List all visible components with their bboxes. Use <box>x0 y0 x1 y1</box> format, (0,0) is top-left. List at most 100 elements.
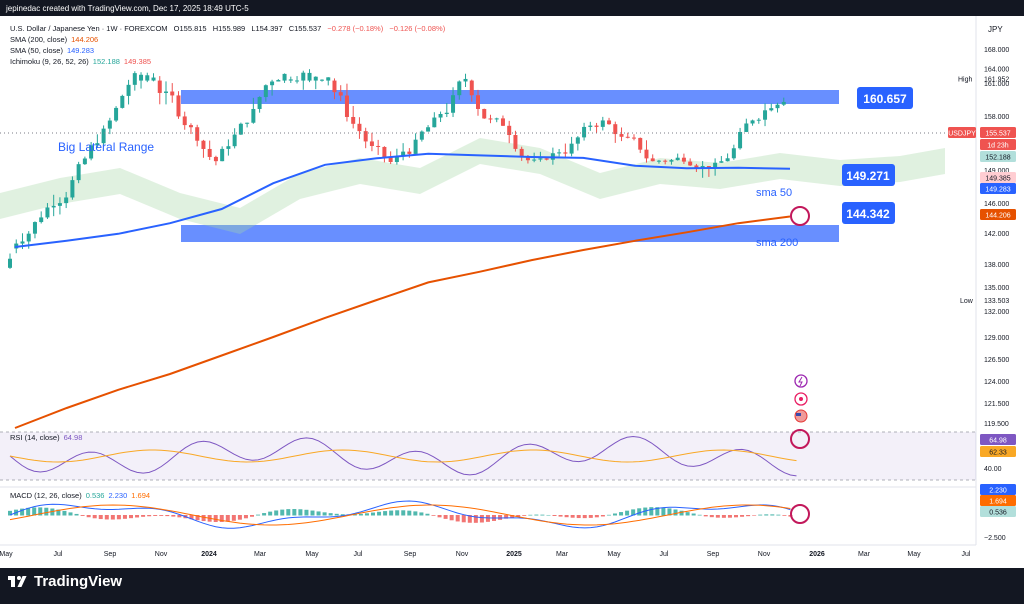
candle-body <box>669 160 674 162</box>
signal-line <box>9 504 791 526</box>
macd-bar <box>594 515 599 518</box>
macd-bar <box>510 515 515 518</box>
macd-bar <box>746 515 751 517</box>
top-level-badge[interactable] <box>857 87 913 109</box>
rsi-ma-line <box>9 449 797 463</box>
macd-bar <box>159 515 164 516</box>
candle-body <box>89 145 94 159</box>
macd-bar <box>758 514 763 516</box>
macd-bar <box>540 514 545 516</box>
macd-bar <box>135 515 140 518</box>
price-tick: 138.000 <box>984 262 1009 269</box>
macd-bar <box>68 512 73 516</box>
support-zone[interactable] <box>181 225 839 242</box>
macd-bar <box>256 514 261 516</box>
macd-bar <box>419 512 424 516</box>
candle-body <box>563 152 568 154</box>
candle-body <box>107 120 112 129</box>
candle-body <box>763 110 768 120</box>
candle-body <box>101 128 106 144</box>
candle-body <box>39 217 44 223</box>
macd-bar <box>679 510 684 516</box>
macd-bar <box>225 515 230 522</box>
macd-bar <box>776 514 781 516</box>
candle-body <box>388 157 393 163</box>
macd-bar <box>752 515 757 516</box>
macd-bar <box>316 511 321 516</box>
candle-body <box>338 92 343 96</box>
candle-body <box>57 203 62 206</box>
macd-bar <box>250 515 254 517</box>
macd-bar <box>534 514 539 516</box>
rsi-line <box>9 435 797 477</box>
macd-bar <box>110 515 115 520</box>
candle-body <box>694 165 699 169</box>
candle-body <box>251 108 256 123</box>
candle-body <box>544 158 549 160</box>
symbol-name: U.S. Dollar / Japanese Yen · 1W · FOREXC… <box>10 24 168 33</box>
macd-bar <box>467 515 472 523</box>
time-tick: 2025 <box>506 551 522 558</box>
candle-body <box>444 112 449 114</box>
macd-bar <box>498 515 503 520</box>
macd-bar <box>661 507 666 516</box>
price-tick: 135.000 <box>984 285 1009 292</box>
tradingview-icon <box>8 575 28 588</box>
candle-body <box>738 131 743 149</box>
time-axis[interactable]: May Jul Sep Nov 2024 Mar May Jul Sep Nov 2025 Mar Ma… <box>0 551 971 558</box>
candle-body <box>45 207 50 218</box>
sma200-level-badge[interactable] <box>842 202 895 224</box>
macd-bar <box>358 513 363 516</box>
macd-bar <box>485 515 490 522</box>
time-tick: Nov <box>456 551 469 558</box>
candle-body <box>525 157 530 161</box>
price-tick: 129.000 <box>984 335 1009 342</box>
candle-body <box>401 151 406 157</box>
macd-bar <box>516 515 521 517</box>
macd-bar <box>237 515 242 520</box>
time-tick: 2024 <box>201 551 217 558</box>
macd-bar <box>371 512 375 516</box>
macd-bar <box>213 515 218 523</box>
macd-bar <box>685 512 690 516</box>
tradingview-logo[interactable]: TradingView <box>8 573 122 590</box>
macd-bar <box>153 515 158 516</box>
macd-bar <box>262 513 267 516</box>
macd-bar <box>582 515 587 519</box>
lightning-icon[interactable] <box>794 374 808 388</box>
macd-label: MACD (12, 26, close) 0.536 2.230 1.694 <box>10 491 150 500</box>
candle-body <box>463 78 468 82</box>
sma200-tag-bg <box>980 209 1016 220</box>
macd-bar <box>655 507 660 516</box>
candle-body <box>482 108 487 119</box>
svg-text:SMA (200, close)144.206: SMA (200, close) 144.206 <box>10 35 98 44</box>
macd-bar <box>570 515 575 518</box>
macd-bar <box>782 515 787 516</box>
usdjpy-symbol-tag-bg <box>948 127 976 138</box>
candle-body <box>282 73 287 81</box>
sma50-level-badge[interactable] <box>842 164 895 186</box>
candle-body <box>170 91 175 96</box>
rsi-value-tag-bg <box>980 434 1016 445</box>
resistance-zone[interactable] <box>181 90 839 104</box>
sma200-line <box>14 215 791 429</box>
macd-bar <box>667 508 672 516</box>
event-icon[interactable] <box>794 392 808 406</box>
candle-body <box>182 116 187 126</box>
candle-body <box>719 161 724 163</box>
macd-bar <box>407 510 412 516</box>
candle-body <box>320 79 324 81</box>
macd-bar <box>44 507 49 516</box>
countdown-tag: 1d 23h <box>987 143 1009 150</box>
macd-bar <box>231 515 236 521</box>
price-scale-background[interactable] <box>976 16 1024 568</box>
candle-body <box>213 156 218 162</box>
candle-body <box>351 116 356 124</box>
macd-bar <box>455 515 460 522</box>
macd-bar <box>715 515 720 518</box>
ichimoku-tag-2-bg <box>980 172 1016 183</box>
candle-body <box>82 158 87 165</box>
time-tick: Nov <box>155 551 168 558</box>
candle-body <box>201 140 206 149</box>
